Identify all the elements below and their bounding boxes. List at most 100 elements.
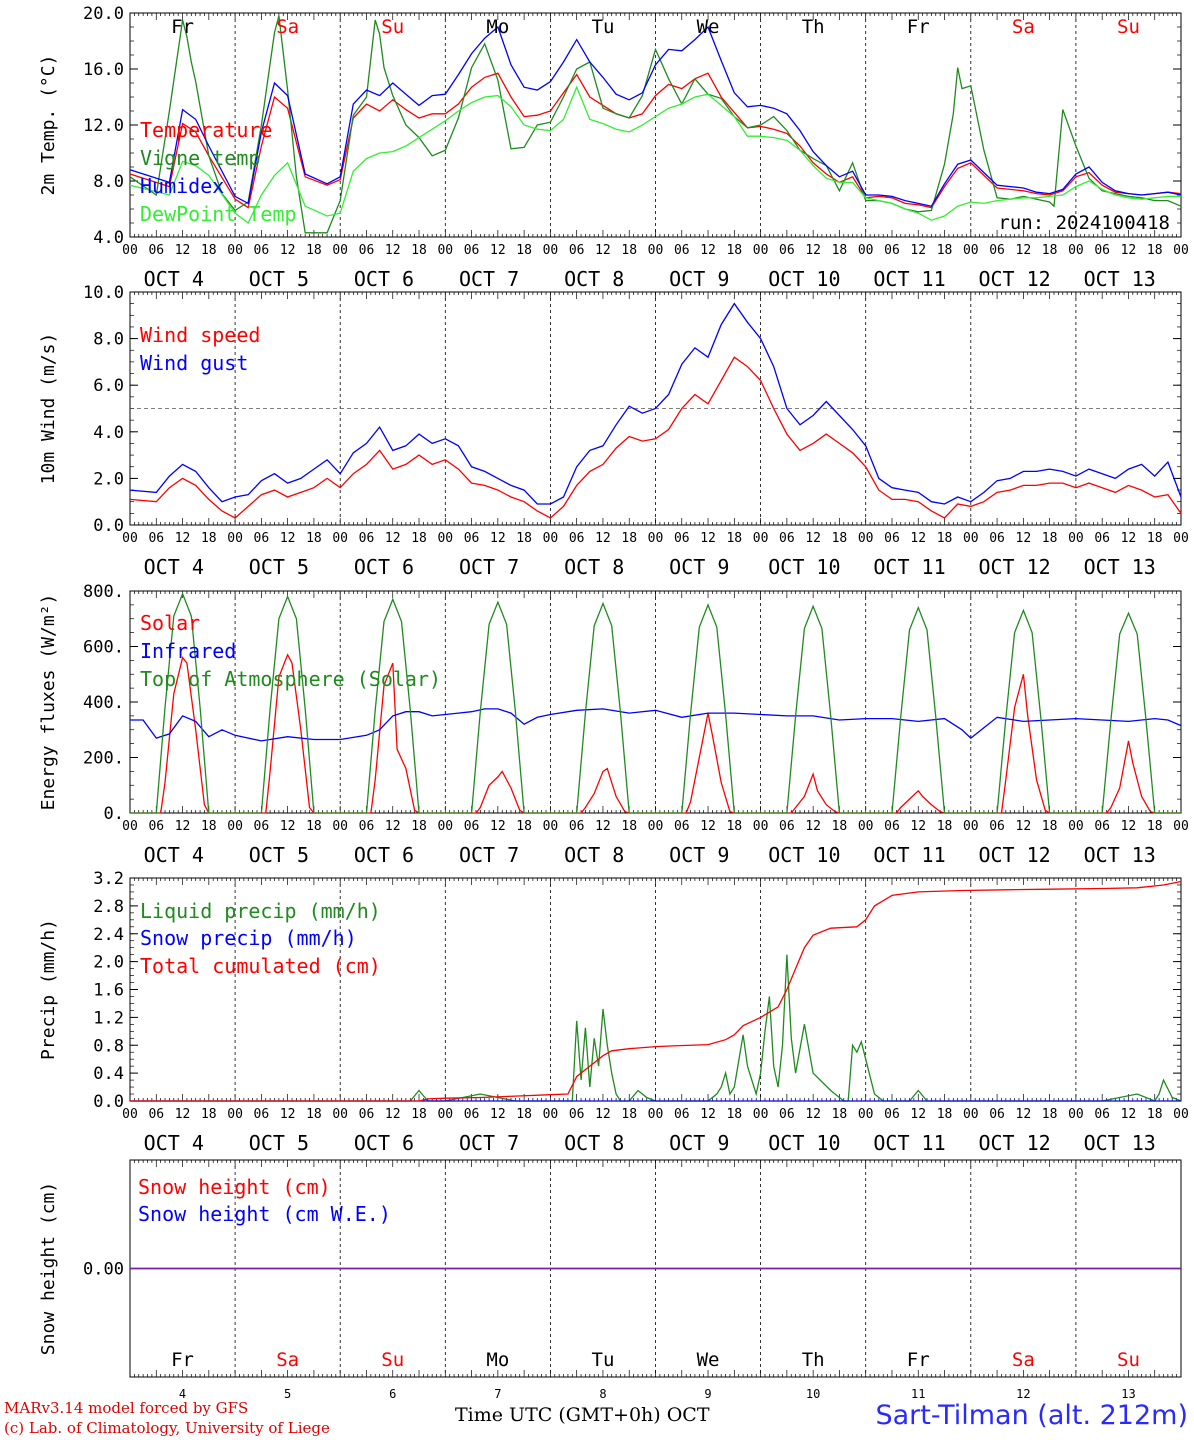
y-tick-label: 2.0 — [93, 953, 124, 973]
date-label: OCT 7 — [459, 267, 519, 291]
hour-label: 18 — [1042, 531, 1058, 546]
hour-label: 06 — [989, 531, 1005, 546]
day-abbr: Su — [1117, 1349, 1140, 1371]
day-number: 7 — [494, 1387, 501, 1401]
day-abbr: Mo — [486, 16, 509, 38]
date-label: OCT 11 — [873, 1131, 945, 1155]
hour-label: 12 — [385, 243, 401, 258]
hour-label: 06 — [148, 531, 164, 546]
date-label: OCT 5 — [249, 843, 309, 867]
hour-label: 00 — [122, 531, 138, 546]
day-number: 6 — [389, 1387, 396, 1401]
hour-label: 12 — [490, 531, 506, 546]
y-axis-label: Energy fluxes (W/m²) — [38, 594, 59, 811]
hour-label: 18 — [937, 819, 953, 834]
hour-label: 06 — [1094, 819, 1110, 834]
day-abbr: Sa — [276, 1349, 299, 1371]
series-line-temperature — [129, 72, 1182, 209]
hour-label: 00 — [332, 819, 348, 834]
hour-label: 12 — [1016, 531, 1032, 546]
hour-label: 12 — [700, 243, 716, 258]
legend-entry: Infrared — [140, 639, 236, 663]
hour-label: 00 — [753, 531, 769, 546]
hour-label: 00 — [753, 243, 769, 258]
hour-label: 18 — [726, 1107, 742, 1122]
legend-entry: Wind speed — [140, 323, 260, 347]
date-label: OCT 10 — [768, 1131, 840, 1155]
hour-label: 18 — [832, 1107, 848, 1122]
hour-label: 00 — [858, 531, 874, 546]
legend-entry: Solar — [140, 611, 200, 635]
date-label: OCT 8 — [564, 267, 624, 291]
hour-label: 00 — [332, 243, 348, 258]
hour-label: 12 — [700, 819, 716, 834]
legend-entry: Vigne temp — [140, 146, 260, 170]
hour-label: 12 — [175, 243, 191, 258]
legend-entry: Top of Atmosphere (Solar) — [140, 667, 441, 691]
y-axis-label: 2m Temp. (°C) — [38, 55, 59, 196]
y-axis-label: Precip (mm/h) — [38, 919, 59, 1060]
hour-label: 00 — [858, 1107, 874, 1122]
hour-label: 12 — [490, 243, 506, 258]
hour-label: 18 — [1147, 243, 1163, 258]
hour-label: 00 — [437, 819, 453, 834]
y-tick-label: 600. — [83, 638, 124, 658]
y-tick-label: 20.0 — [83, 4, 124, 24]
hour-label: 12 — [175, 531, 191, 546]
day-abbr: We — [697, 16, 720, 38]
hour-label: 00 — [227, 243, 243, 258]
hour-label: 18 — [937, 531, 953, 546]
day-abbr: Tu — [592, 16, 615, 38]
hour-label: 18 — [1147, 1107, 1163, 1122]
day-abbr: Sa — [276, 16, 299, 38]
date-label: OCT 4 — [144, 267, 204, 291]
date-label: OCT 8 — [564, 1131, 624, 1155]
day-number: 12 — [1016, 1387, 1030, 1401]
hour-label: 18 — [832, 531, 848, 546]
y-tick-label: 0.0 — [93, 516, 124, 536]
hour-label: 00 — [1173, 243, 1189, 258]
hour-label: 00 — [963, 531, 979, 546]
hour-label: 18 — [621, 531, 637, 546]
day-abbr: Su — [381, 1349, 404, 1371]
hour-label: 12 — [805, 1107, 821, 1122]
day-abbr: Tu — [592, 1349, 615, 1371]
legend-entry: Snow precip (mm/h) — [140, 926, 357, 950]
hour-label: 12 — [595, 819, 611, 834]
day-number: 5 — [284, 1387, 291, 1401]
hour-label: 06 — [464, 819, 480, 834]
series-line-vigne-temp — [129, 15, 1182, 234]
hour-label: 06 — [464, 1107, 480, 1122]
run-annotation: run: 2024100418 — [998, 212, 1170, 234]
hour-label: 12 — [1121, 243, 1137, 258]
date-label: OCT 12 — [978, 843, 1050, 867]
hour-label: 00 — [437, 531, 453, 546]
y-tick-label: 8.0 — [93, 172, 124, 192]
hour-label: 12 — [1121, 819, 1137, 834]
hour-label: 18 — [201, 819, 217, 834]
hour-label: 00 — [122, 1107, 138, 1122]
hour-label: 06 — [884, 243, 900, 258]
hour-label: 06 — [1094, 531, 1110, 546]
hour-label: 06 — [148, 243, 164, 258]
day-abbr: Sa — [1012, 16, 1035, 38]
hour-label: 12 — [700, 531, 716, 546]
hour-label: 00 — [437, 1107, 453, 1122]
hour-label: 12 — [1016, 243, 1032, 258]
copyright-credit: (c) Lab. of Climatology, University of L… — [4, 1419, 330, 1437]
hour-label: 18 — [726, 531, 742, 546]
hour-label: 00 — [648, 243, 664, 258]
legend-entry: Humidex — [140, 174, 224, 198]
hour-label: 00 — [1173, 1107, 1189, 1122]
hour-label: 12 — [595, 243, 611, 258]
hour-label: 18 — [1147, 819, 1163, 834]
day-number: 10 — [806, 1387, 820, 1401]
date-label: OCT 4 — [144, 1131, 204, 1155]
hour-label: 06 — [569, 819, 585, 834]
date-label: OCT 11 — [873, 843, 945, 867]
y-tick-label: 0.8 — [93, 1036, 124, 1056]
date-label: OCT 7 — [459, 1131, 519, 1155]
time-axis-label: Time UTC (GMT+0h) OCT — [455, 1404, 710, 1426]
hour-label: 12 — [175, 819, 191, 834]
hour-label: 06 — [359, 243, 375, 258]
